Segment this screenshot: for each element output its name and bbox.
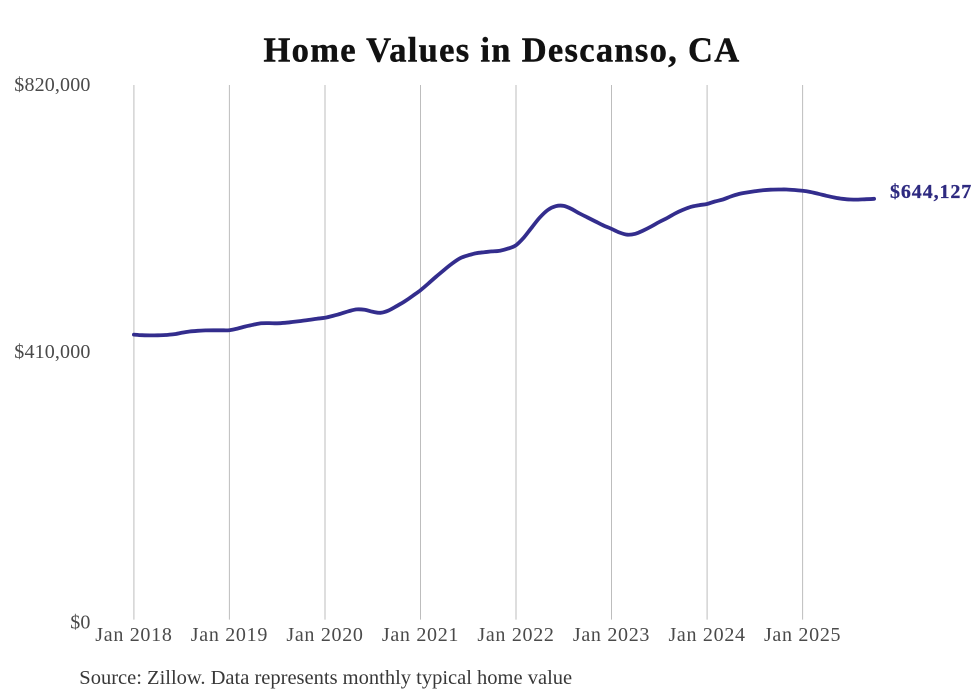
- svg-text:Jan 2023: Jan 2023: [573, 624, 650, 646]
- svg-text:Jan 2025: Jan 2025: [764, 624, 841, 646]
- svg-text:Source: Zillow. Data represent: Source: Zillow. Data represents monthly …: [79, 667, 572, 689]
- svg-text:Jan 2022: Jan 2022: [477, 624, 554, 646]
- svg-text:Jan 2021: Jan 2021: [382, 624, 459, 646]
- svg-text:$410,000: $410,000: [14, 341, 90, 363]
- svg-text:Home Values in Descanso, CA: Home Values in Descanso, CA: [264, 32, 741, 70]
- svg-text:$0: $0: [70, 612, 90, 634]
- svg-text:Jan 2024: Jan 2024: [668, 624, 745, 646]
- svg-text:$820,000: $820,000: [14, 74, 90, 96]
- svg-text:Jan 2018: Jan 2018: [95, 624, 172, 646]
- svg-text:Jan 2019: Jan 2019: [191, 624, 268, 646]
- svg-text:$644,127: $644,127: [890, 181, 972, 203]
- svg-text:Jan 2020: Jan 2020: [286, 624, 363, 646]
